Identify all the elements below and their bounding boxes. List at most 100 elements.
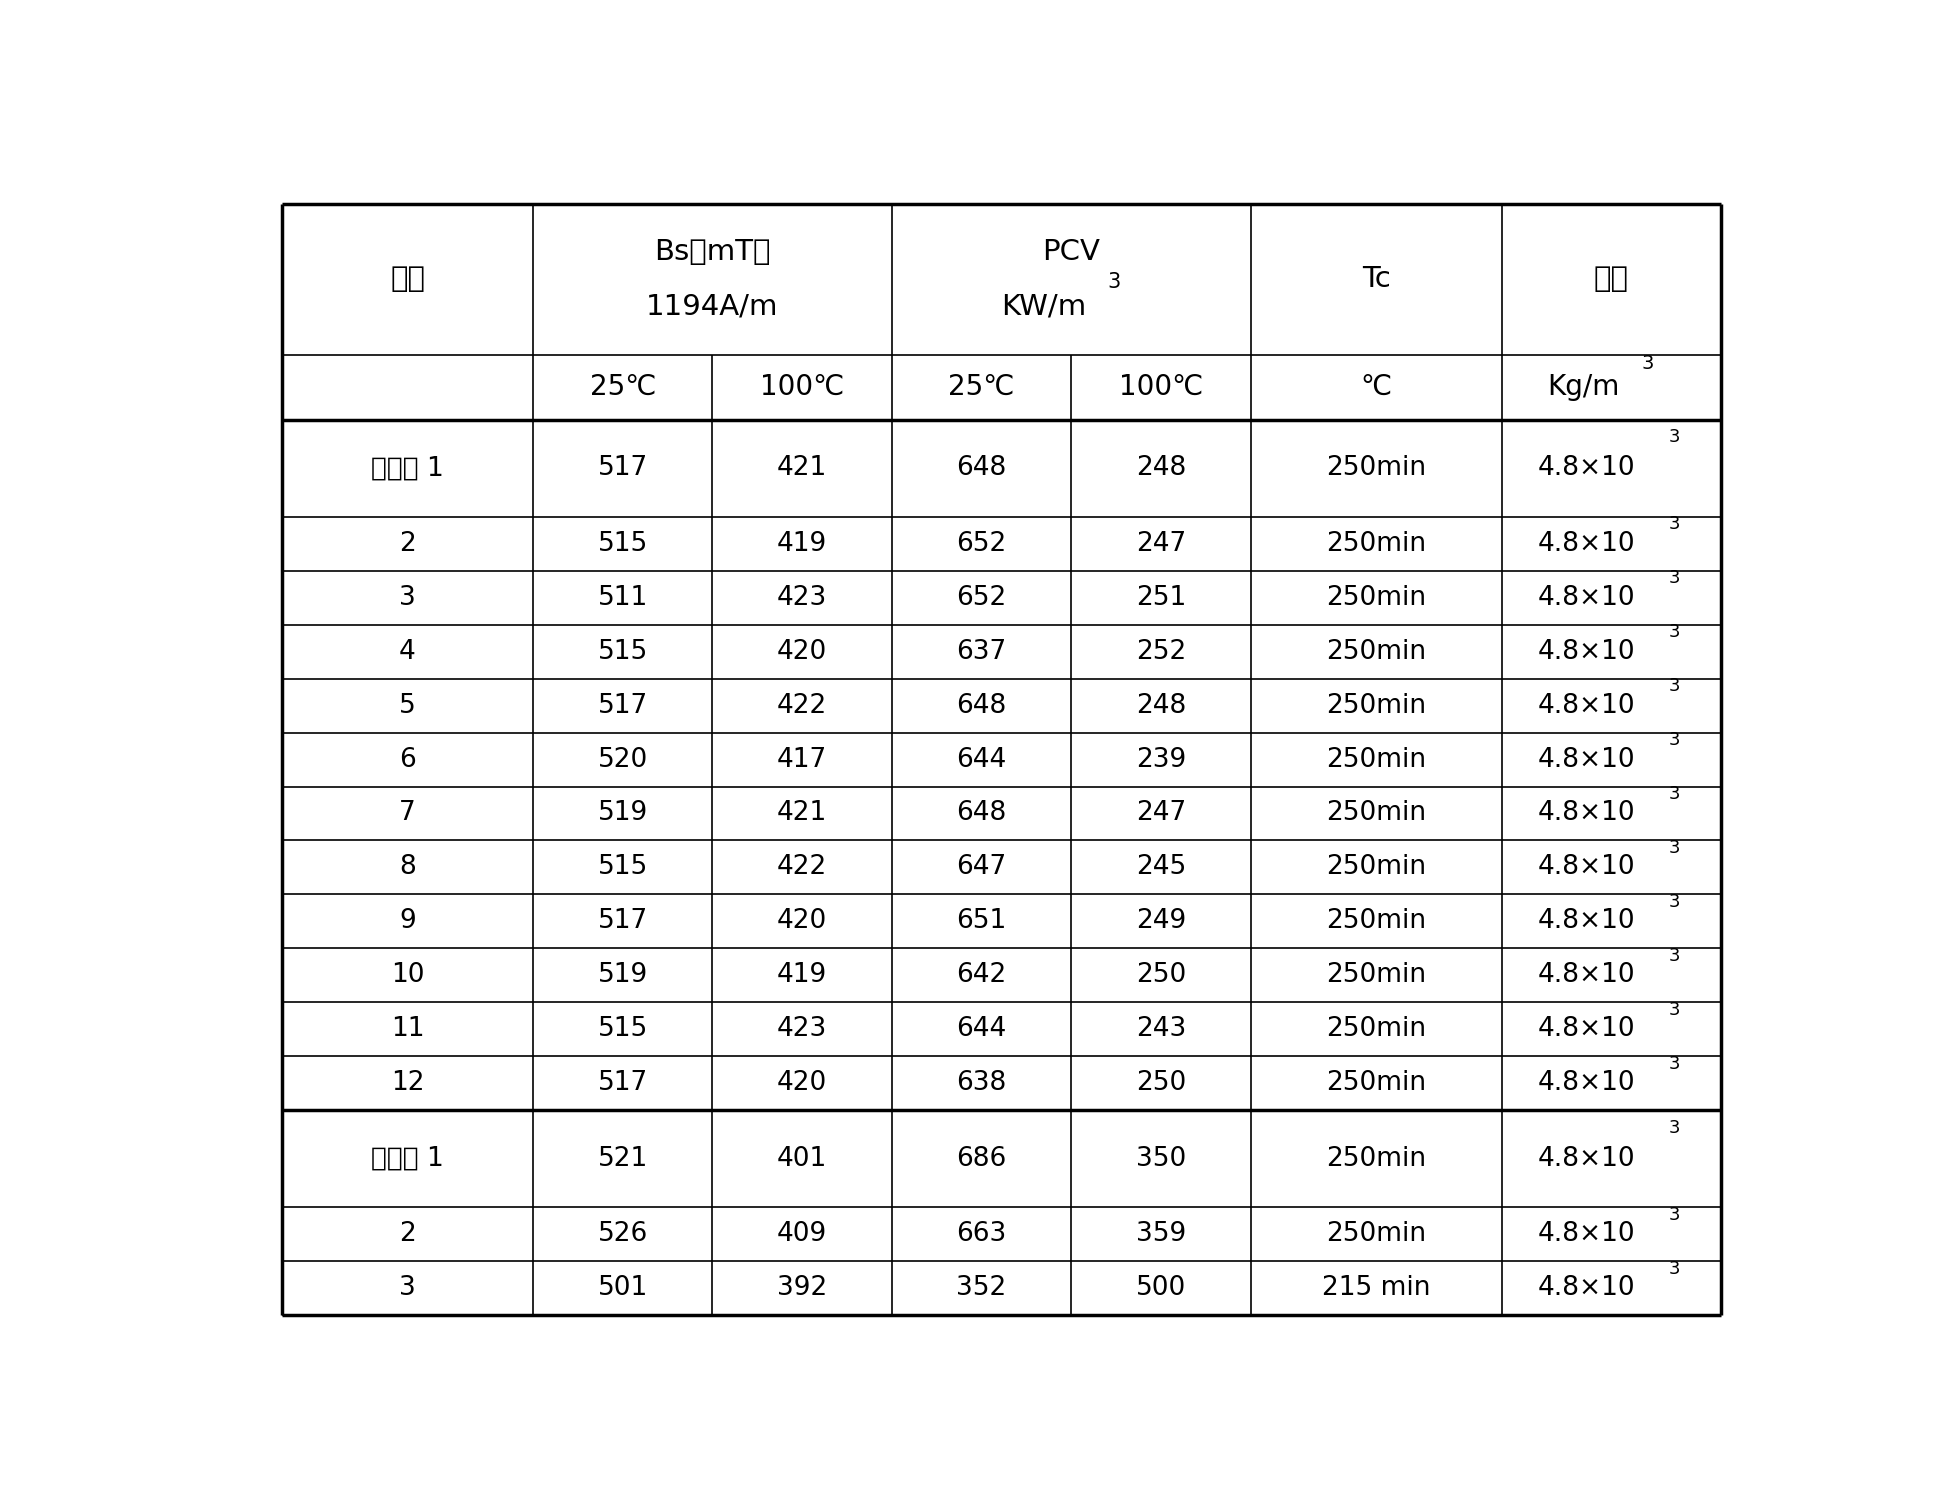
Text: 3: 3 <box>1669 839 1680 857</box>
Text: 4.8×10: 4.8×10 <box>1538 692 1635 719</box>
Text: 密度: 密度 <box>1594 265 1630 293</box>
Text: 3: 3 <box>1669 893 1680 911</box>
Text: 4.8×10: 4.8×10 <box>1538 639 1635 665</box>
Text: 520: 520 <box>598 746 649 773</box>
Text: 250min: 250min <box>1327 746 1426 773</box>
Text: 250min: 250min <box>1327 1146 1426 1172</box>
Text: 215 min: 215 min <box>1323 1275 1430 1301</box>
Text: 644: 644 <box>956 746 1006 773</box>
Text: 243: 243 <box>1135 1017 1186 1042</box>
Text: 4.8×10: 4.8×10 <box>1538 1017 1635 1042</box>
Text: 652: 652 <box>956 531 1006 556</box>
Text: 4.8×10: 4.8×10 <box>1538 456 1635 481</box>
Text: 3: 3 <box>1108 272 1122 292</box>
Text: 250min: 250min <box>1327 800 1426 827</box>
Text: 359: 359 <box>1135 1221 1186 1247</box>
Text: 500: 500 <box>1135 1275 1186 1301</box>
Text: 实施例 1: 实施例 1 <box>371 456 444 481</box>
Text: Bs（mT）: Bs（mT） <box>655 238 770 266</box>
Text: 250min: 250min <box>1327 854 1426 880</box>
Text: 515: 515 <box>598 639 649 665</box>
Text: 642: 642 <box>956 963 1006 988</box>
Text: 3: 3 <box>1669 1119 1680 1137</box>
Text: 250min: 250min <box>1327 639 1426 665</box>
Text: 422: 422 <box>778 692 827 719</box>
Text: 3: 3 <box>399 585 416 611</box>
Text: 4.8×10: 4.8×10 <box>1538 963 1635 988</box>
Text: 250min: 250min <box>1327 1071 1426 1096</box>
Text: 352: 352 <box>956 1275 1006 1301</box>
Text: 419: 419 <box>778 531 827 556</box>
Text: 3: 3 <box>1669 1000 1680 1018</box>
Text: 515: 515 <box>598 854 649 880</box>
Text: 6: 6 <box>399 746 416 773</box>
Text: 511: 511 <box>598 585 649 611</box>
Text: 4.8×10: 4.8×10 <box>1538 1071 1635 1096</box>
Text: 2: 2 <box>399 1221 416 1247</box>
Text: 247: 247 <box>1135 800 1186 827</box>
Text: Tc: Tc <box>1362 265 1391 293</box>
Text: 648: 648 <box>956 692 1006 719</box>
Text: 4.8×10: 4.8×10 <box>1538 800 1635 827</box>
Text: 序号: 序号 <box>391 265 426 293</box>
Text: 519: 519 <box>598 800 649 827</box>
Text: 401: 401 <box>778 1146 827 1172</box>
Text: 526: 526 <box>598 1221 649 1247</box>
Text: 4.8×10: 4.8×10 <box>1538 908 1635 934</box>
Text: 248: 248 <box>1135 456 1186 481</box>
Text: 521: 521 <box>598 1146 649 1172</box>
Text: 4: 4 <box>399 639 416 665</box>
Text: 7: 7 <box>399 800 416 827</box>
Text: 420: 420 <box>778 908 827 934</box>
Text: 3: 3 <box>1669 623 1680 641</box>
Text: 3: 3 <box>1669 427 1680 445</box>
Text: 647: 647 <box>956 854 1006 880</box>
Text: 1194A/m: 1194A/m <box>647 292 780 320</box>
Text: 419: 419 <box>778 963 827 988</box>
Text: 420: 420 <box>778 639 827 665</box>
Text: 3: 3 <box>1669 569 1680 587</box>
Text: 249: 249 <box>1135 908 1186 934</box>
Text: 519: 519 <box>598 963 649 988</box>
Text: 3: 3 <box>1641 353 1653 373</box>
Text: 422: 422 <box>778 854 827 880</box>
Text: 25℃: 25℃ <box>948 373 1014 402</box>
Text: 4.8×10: 4.8×10 <box>1538 585 1635 611</box>
Text: 4.8×10: 4.8×10 <box>1538 854 1635 880</box>
Text: 250min: 250min <box>1327 1017 1426 1042</box>
Text: 251: 251 <box>1135 585 1186 611</box>
Text: ℃: ℃ <box>1360 373 1391 402</box>
Text: 644: 644 <box>956 1017 1006 1042</box>
Text: PCV: PCV <box>1041 238 1100 266</box>
Text: 423: 423 <box>778 1017 827 1042</box>
Text: 652: 652 <box>956 585 1006 611</box>
Text: 648: 648 <box>956 456 1006 481</box>
Text: 3: 3 <box>1669 677 1680 695</box>
Text: 2: 2 <box>399 531 416 556</box>
Text: 252: 252 <box>1135 639 1186 665</box>
Text: 250min: 250min <box>1327 585 1426 611</box>
Text: 3: 3 <box>1669 731 1680 749</box>
Text: 5: 5 <box>399 692 416 719</box>
Text: 515: 515 <box>598 1017 649 1042</box>
Text: 517: 517 <box>598 692 649 719</box>
Text: 648: 648 <box>956 800 1006 827</box>
Text: 3: 3 <box>1669 785 1680 803</box>
Text: 100℃: 100℃ <box>1120 373 1204 402</box>
Text: 250min: 250min <box>1327 908 1426 934</box>
Text: 9: 9 <box>399 908 416 934</box>
Text: 4.8×10: 4.8×10 <box>1538 1275 1635 1301</box>
Text: 3: 3 <box>1669 514 1680 532</box>
Text: 245: 245 <box>1135 854 1186 880</box>
Text: 350: 350 <box>1135 1146 1186 1172</box>
Text: 250min: 250min <box>1327 456 1426 481</box>
Text: 651: 651 <box>956 908 1006 934</box>
Text: 3: 3 <box>1669 1054 1680 1072</box>
Text: 638: 638 <box>956 1071 1006 1096</box>
Text: 423: 423 <box>778 585 827 611</box>
Text: 250min: 250min <box>1327 692 1426 719</box>
Text: 4.8×10: 4.8×10 <box>1538 531 1635 556</box>
Text: 3: 3 <box>399 1275 416 1301</box>
Text: 3: 3 <box>1669 1206 1680 1224</box>
Text: 417: 417 <box>778 746 827 773</box>
